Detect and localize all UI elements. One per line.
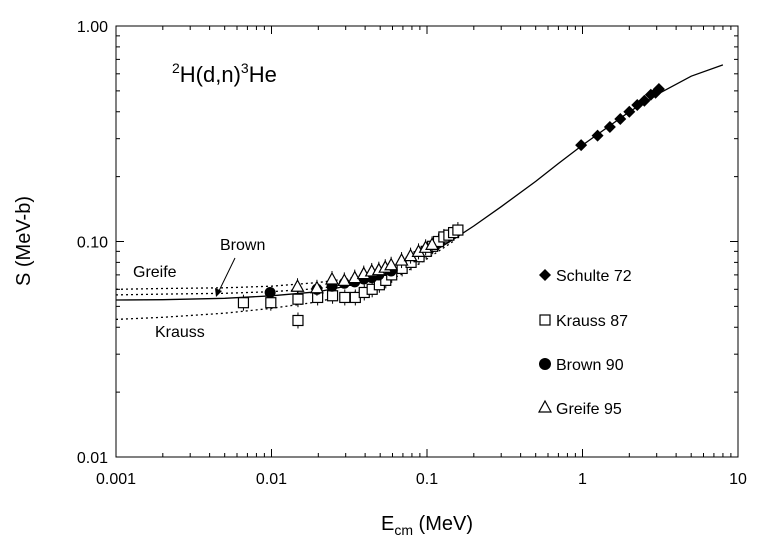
data-point-krauss (237, 297, 250, 309)
data-point-krauss (452, 224, 464, 236)
data-point-schulte (638, 94, 651, 107)
annotation-brown: Brown (220, 237, 265, 254)
reaction-label: 2H(d,n)3He (172, 60, 277, 87)
annotation-brown-arrow (217, 257, 236, 294)
data-point-schulte (575, 139, 588, 152)
y-tick-label: 1.00 (77, 19, 108, 36)
y-tick-label: 0.01 (77, 450, 108, 467)
data-point-greife (309, 280, 324, 294)
legend-label-brown: Brown 90 (556, 357, 624, 374)
x-tick-label: 1 (578, 471, 587, 488)
data-point-krauss (265, 297, 277, 309)
x-tick-label: 0.01 (256, 471, 287, 488)
data-point-schulte (603, 120, 616, 133)
data-point-brown (264, 286, 276, 298)
ticks-group: 0.001 0.01 0.1 1 10 0.01 0.10 1.00 (77, 19, 747, 488)
plot-area (115, 25, 739, 458)
data-point-schulte (652, 83, 665, 96)
data-point-greife (384, 257, 399, 271)
data-point-greife (337, 273, 352, 286)
data-point-greife (425, 237, 440, 250)
reaction-post: He (249, 62, 277, 87)
legend-marker-circle (539, 358, 551, 370)
x-axis-label-main: E (381, 513, 394, 535)
x-tick-label: 0.1 (416, 471, 438, 488)
data-point-greife (290, 278, 305, 292)
x-tick-label: 10 (729, 471, 747, 488)
x-axis-label-unit: (MeV) (413, 513, 473, 535)
reaction-pre-sup: 2 (172, 60, 180, 76)
annotation-krauss: Krauss (155, 324, 205, 341)
legend-label-krauss: Krauss 87 (556, 313, 628, 330)
legend-marker-square (539, 314, 551, 326)
legend-marker-triangle (537, 399, 553, 413)
legend-item-brown: Brown 90 (539, 357, 624, 374)
x-axis-label: Ecm (MeV) (381, 513, 473, 538)
x-axis-label-sub: cm (394, 522, 413, 538)
data-point-krauss (292, 293, 304, 305)
legend-marker-diamond (539, 269, 551, 281)
annotation-greife: Greife (133, 264, 177, 281)
data-point-krauss (339, 291, 351, 304)
legend-label-greife: Greife 95 (556, 401, 622, 418)
legend-item-greife: Greife 95 (537, 399, 622, 418)
data-point-krauss (326, 290, 339, 302)
data-point-krauss (292, 314, 304, 327)
y-axis-label: S (MeV-b) (13, 196, 35, 286)
legend: Schulte 72 Krauss 87 Brown 90 Greife 95 (537, 268, 632, 418)
data-point-schulte (591, 129, 604, 142)
x-tick-label: 0.001 (96, 471, 136, 488)
data-point-greife (325, 271, 340, 285)
data-point-greife (347, 270, 362, 284)
points-group (237, 83, 665, 329)
legend-item-krauss: Krauss 87 (539, 313, 628, 330)
reaction-mid: H(d,n) (180, 62, 241, 87)
y-tick-label: 0.10 (77, 235, 108, 252)
legend-item-schulte: Schulte 72 (539, 268, 632, 285)
reaction-mid-sup: 3 (241, 60, 249, 76)
annotation-brown-arrowhead (215, 288, 222, 297)
data-point-schulte (623, 105, 636, 118)
data-point-schulte (614, 113, 627, 126)
legend-label-schulte: Schulte 72 (556, 268, 632, 285)
